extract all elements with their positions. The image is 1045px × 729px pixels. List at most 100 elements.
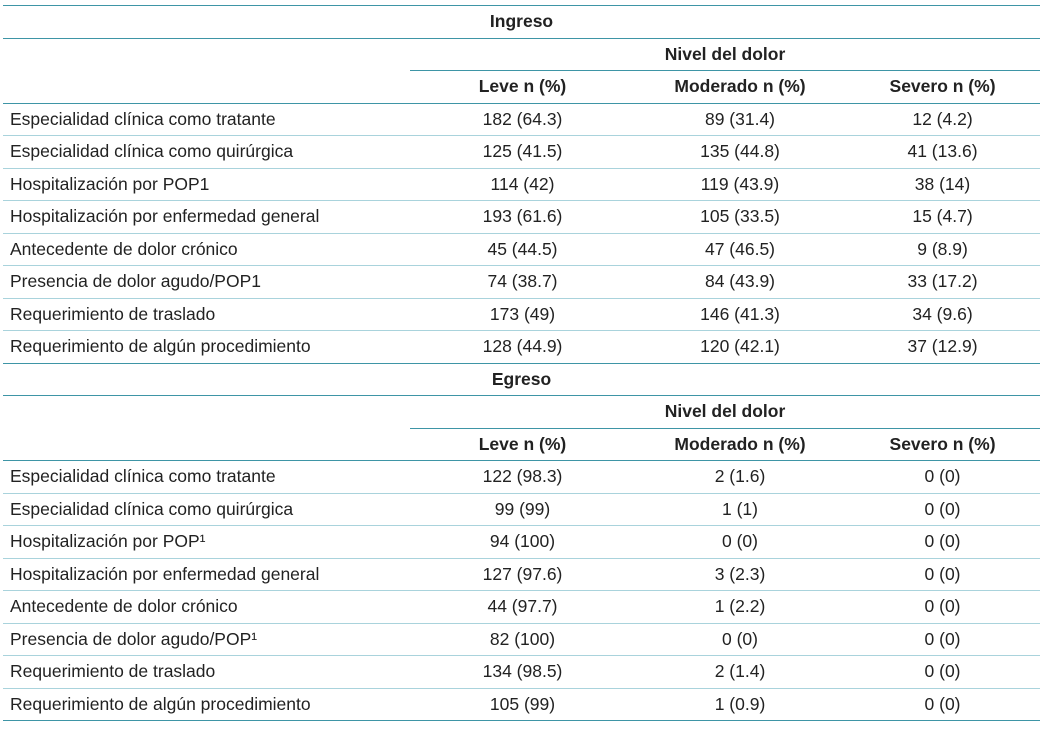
section-title-row: Egreso — [3, 362, 1041, 396]
cell: 119 (43.9) — [635, 168, 845, 201]
cell: 0 (0) — [845, 493, 1041, 526]
cell: 37 (12.9) — [845, 330, 1041, 364]
column-header-row: Leve n (%) Moderado n (%) Severo n (%) — [3, 70, 1041, 104]
cell: 193 (61.6) — [410, 200, 635, 234]
data-row: Requerimiento de algún procedimiento 105 … — [3, 688, 1041, 721]
data-row: Hospitalización por POP¹ 94 (100) 0 (0) 0 (… — [3, 525, 1041, 559]
empty-cell — [3, 428, 410, 461]
group-header: Nivel del dolor — [410, 38, 1041, 71]
cell: 15 (4.7) — [845, 200, 1041, 234]
data-row: Especialidad clínica como quirúrgica 99 (… — [3, 493, 1041, 526]
row-label: Requerimiento de traslado — [3, 655, 410, 689]
cell: 1 (2.2) — [635, 590, 845, 624]
cell: 47 (46.5) — [635, 233, 845, 266]
cell: 89 (31.4) — [635, 103, 845, 136]
row-label: Antecedente de dolor crónico — [3, 233, 410, 266]
data-row: Especialidad clínica como tratante 122 (9… — [3, 460, 1041, 494]
cell: 0 (0) — [845, 590, 1041, 624]
cell: 134 (98.5) — [410, 655, 635, 689]
cell: 33 (17.2) — [845, 265, 1041, 299]
cell: 1 (1) — [635, 493, 845, 526]
data-row: Antecedente de dolor crónico 44 (97.7) 1 (… — [3, 590, 1041, 624]
data-row: Hospitalización por enfermedad general 12… — [3, 558, 1041, 591]
column-header: Severo n (%) — [845, 428, 1041, 461]
cell: 0 (0) — [845, 655, 1041, 689]
cell: 34 (9.6) — [845, 298, 1041, 331]
row-label: Hospitalización por POP1 — [3, 168, 410, 201]
data-row: Especialidad clínica como tratante 182 (6… — [3, 103, 1041, 136]
cell: 146 (41.3) — [635, 298, 845, 331]
pain-table: Ingreso Nivel del dolor Leve n (%) Moderado… — [3, 5, 1041, 721]
cell: 114 (42) — [410, 168, 635, 201]
row-label: Especialidad clínica como quirúrgica — [3, 493, 410, 526]
data-row: Hospitalización por POP1 114 (42) 119 (43.… — [3, 168, 1041, 201]
cell: 12 (4.2) — [845, 103, 1041, 136]
column-header: Leve n (%) — [410, 428, 635, 461]
empty-cell — [3, 70, 410, 104]
cell: 122 (98.3) — [410, 460, 635, 494]
cell: 41 (13.6) — [845, 135, 1041, 169]
cell: 127 (97.6) — [410, 558, 635, 591]
cell: 74 (38.7) — [410, 265, 635, 299]
cell: 45 (44.5) — [410, 233, 635, 266]
data-row: Presencia de dolor agudo/POP¹ 82 (100) 0 (… — [3, 623, 1041, 656]
cell: 0 (0) — [845, 525, 1041, 559]
cell: 82 (100) — [410, 623, 635, 656]
row-label: Presencia de dolor agudo/POP1 — [3, 265, 410, 299]
column-header: Moderado n (%) — [635, 70, 845, 104]
section-title: Egreso — [3, 362, 1041, 396]
column-header-row: Leve n (%) Moderado n (%) Severo n (%) — [3, 428, 1041, 461]
cell: 44 (97.7) — [410, 590, 635, 624]
data-row: Presencia de dolor agudo/POP1 74 (38.7) 84… — [3, 265, 1041, 299]
row-label: Especialidad clínica como tratante — [3, 460, 410, 494]
column-header: Moderado n (%) — [635, 428, 845, 461]
empty-cell — [3, 38, 410, 71]
data-row: Hospitalización por enfermedad general 19… — [3, 200, 1041, 234]
cell: 0 (0) — [635, 525, 845, 559]
group-header: Nivel del dolor — [410, 395, 1041, 429]
cell: 2 (1.6) — [635, 460, 845, 494]
cell: 0 (0) — [845, 623, 1041, 656]
cell: 9 (8.9) — [845, 233, 1041, 266]
data-row: Requerimiento de algún procedimiento 128 … — [3, 330, 1041, 364]
data-row: Requerimiento de traslado 134 (98.5) 2 (1.… — [3, 655, 1041, 689]
data-row: Requerimiento de traslado 173 (49) 146 (41… — [3, 298, 1041, 331]
cell: 125 (41.5) — [410, 135, 635, 169]
column-header: Severo n (%) — [845, 70, 1041, 104]
row-label: Hospitalización por enfermedad general — [3, 558, 410, 591]
cell: 0 (0) — [845, 558, 1041, 591]
table-body: Ingreso Nivel del dolor Leve n (%) Moderado… — [3, 5, 1041, 721]
cell: 173 (49) — [410, 298, 635, 331]
data-row: Especialidad clínica como quirúrgica 125 … — [3, 135, 1041, 169]
group-header-row: Nivel del dolor — [3, 395, 1041, 429]
row-label: Especialidad clínica como quirúrgica — [3, 135, 410, 169]
cell: 99 (99) — [410, 493, 635, 526]
cell: 0 (0) — [845, 460, 1041, 494]
row-label: Requerimiento de algún procedimiento — [3, 688, 410, 721]
row-label: Especialidad clínica como tratante — [3, 103, 410, 136]
cell: 1 (0.9) — [635, 688, 845, 721]
section-title: Ingreso — [3, 5, 1041, 39]
cell: 135 (44.8) — [635, 135, 845, 169]
cell: 38 (14) — [845, 168, 1041, 201]
row-label: Presencia de dolor agudo/POP¹ — [3, 623, 410, 656]
cell: 182 (64.3) — [410, 103, 635, 136]
cell: 120 (42.1) — [635, 330, 845, 364]
section-title-row: Ingreso — [3, 5, 1041, 39]
row-label: Hospitalización por POP¹ — [3, 525, 410, 559]
cell: 105 (99) — [410, 688, 635, 721]
row-label: Hospitalización por enfermedad general — [3, 200, 410, 234]
cell: 3 (2.3) — [635, 558, 845, 591]
cell: 2 (1.4) — [635, 655, 845, 689]
empty-cell — [3, 396, 410, 429]
column-header: Leve n (%) — [410, 70, 635, 104]
cell: 128 (44.9) — [410, 330, 635, 364]
cell: 0 (0) — [845, 688, 1041, 721]
cell: 0 (0) — [635, 623, 845, 656]
group-header-row: Nivel del dolor — [3, 38, 1041, 71]
row-label: Antecedente de dolor crónico — [3, 590, 410, 624]
row-label: Requerimiento de traslado — [3, 298, 410, 331]
cell: 84 (43.9) — [635, 265, 845, 299]
cell: 94 (100) — [410, 525, 635, 559]
